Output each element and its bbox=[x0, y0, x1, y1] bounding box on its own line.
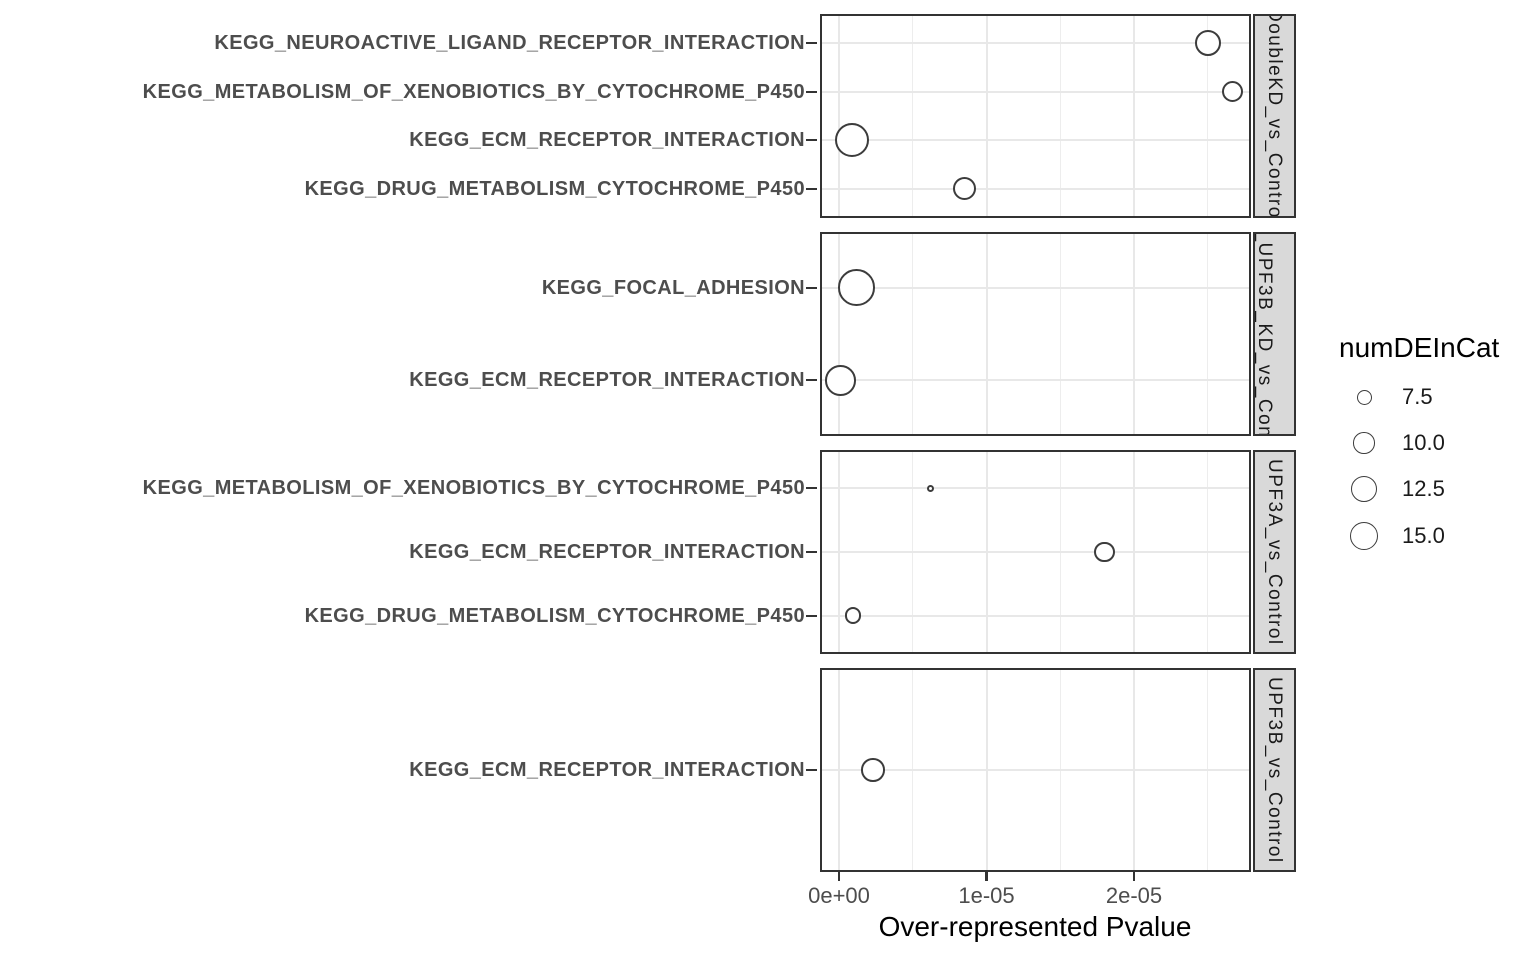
gridline-y-major bbox=[822, 139, 1249, 142]
size-legend-circle-icon bbox=[1356, 389, 1372, 405]
legend-item-label: 15.0 bbox=[1402, 523, 1445, 548]
gridline-y-major bbox=[822, 187, 1249, 190]
legend-item-label: 7.5 bbox=[1402, 384, 1433, 409]
gridline-x-major bbox=[985, 234, 988, 434]
y-axis-category-label: KEGG_NEUROACTIVE_LIGAND_RECEPTOR_INTERAC… bbox=[214, 32, 805, 55]
facet-panel-1 bbox=[820, 232, 1251, 436]
legend-item: 7.5 bbox=[1340, 375, 1530, 419]
facet-strip-label: UPF3A_vs_Control bbox=[1264, 458, 1285, 646]
legend-item-label: 12.5 bbox=[1402, 476, 1445, 501]
gridline-x-minor bbox=[1059, 16, 1061, 216]
x-axis-tick-label: 0e+00 bbox=[808, 883, 870, 908]
legend-marker-cell bbox=[1340, 521, 1388, 551]
legend-item: 12.5 bbox=[1340, 467, 1530, 511]
size-legend-circle-icon bbox=[1349, 521, 1379, 551]
data-point bbox=[926, 484, 935, 492]
x-axis-tick-label: 1e-05 bbox=[958, 883, 1015, 908]
y-axis-tick bbox=[806, 487, 817, 490]
y-axis-category-label: KEGG_METABOLISM_OF_XENOBIOTICS_BY_CYTOCH… bbox=[142, 80, 805, 103]
legend-title: numDEInCat bbox=[1339, 332, 1500, 363]
y-axis-tick bbox=[806, 90, 817, 93]
y-axis-category-label: KEGG_ECM_RECEPTOR_INTERACTION bbox=[409, 369, 805, 392]
facet-strip-label: DoubleKD_vs_Control bbox=[1264, 14, 1285, 218]
x-axis-tick bbox=[837, 872, 841, 881]
facet-strip-label: OE_UPF3B_KD_vs_Control bbox=[1254, 232, 1275, 436]
size-legend-circle-icon bbox=[1351, 476, 1377, 502]
gridline-y-major bbox=[822, 90, 1249, 93]
y-axis-category-label: KEGG_DRUG_METABOLISM_CYTOCHROME_P450 bbox=[304, 604, 805, 627]
x-axis-tick bbox=[1132, 872, 1136, 881]
data-point bbox=[835, 123, 870, 158]
y-axis-tick bbox=[806, 139, 817, 142]
y-axis-category-label: KEGG_ECM_RECEPTOR_INTERACTION bbox=[409, 759, 805, 781]
legend-marker-cell bbox=[1340, 389, 1388, 405]
facet-strip-0: DoubleKD_vs_Control bbox=[1253, 14, 1296, 218]
y-axis-tick bbox=[806, 550, 817, 554]
y-axis-tick bbox=[806, 379, 817, 382]
gridline-x-minor bbox=[1207, 16, 1209, 216]
facet-strip-2: UPF3A_vs_Control bbox=[1253, 450, 1296, 654]
legend-marker-cell bbox=[1340, 432, 1388, 454]
legend-item: 10.0 bbox=[1340, 421, 1530, 465]
data-point bbox=[1094, 541, 1115, 563]
data-point bbox=[952, 177, 976, 201]
y-axis-tick bbox=[806, 42, 817, 45]
gridline-x-minor bbox=[912, 234, 914, 434]
gridline-x-major bbox=[985, 16, 988, 216]
facet-panel-3 bbox=[820, 668, 1251, 872]
gridline-x-major bbox=[838, 16, 840, 216]
data-point bbox=[844, 607, 862, 625]
gridline-x-minor bbox=[1207, 234, 1209, 434]
data-point bbox=[825, 365, 856, 396]
gridline-x-major bbox=[838, 234, 840, 434]
data-point bbox=[1194, 30, 1221, 57]
gridline-y-major bbox=[822, 487, 1249, 490]
x-axis-tick-label: 2e-05 bbox=[1105, 883, 1163, 908]
gridline-x-minor bbox=[912, 16, 914, 216]
x-axis-tick bbox=[985, 872, 988, 881]
y-axis-category-label: KEGG_ECM_RECEPTOR_INTERACTION bbox=[409, 541, 805, 563]
y-axis-category-label: KEGG_ECM_RECEPTOR_INTERACTION bbox=[409, 129, 805, 152]
facet-strip-label: UPF3B_vs_Control bbox=[1264, 676, 1285, 864]
legend-item: 15.0 bbox=[1340, 514, 1530, 558]
legend-item-label: 10.0 bbox=[1402, 430, 1445, 455]
gridline-y-major bbox=[822, 614, 1249, 617]
data-point bbox=[838, 269, 875, 306]
gridline-y-major bbox=[822, 42, 1249, 45]
data-point bbox=[1222, 81, 1244, 103]
y-axis-tick bbox=[806, 768, 817, 772]
y-axis-category-label: KEGG_DRUG_METABOLISM_CYTOCHROME_P450 bbox=[304, 177, 805, 200]
y-axis-category-label: KEGG_METABOLISM_OF_XENOBIOTICS_BY_CYTOCH… bbox=[142, 477, 805, 500]
facet-panel-0 bbox=[820, 14, 1251, 218]
facet-panel-2 bbox=[820, 450, 1251, 654]
x-axis-title: Over-represented Pvalue bbox=[878, 911, 1192, 942]
gridline-y-major bbox=[822, 551, 1249, 553]
gridline-y-major bbox=[822, 379, 1249, 382]
legend-marker-cell bbox=[1340, 476, 1388, 502]
y-axis-category-label: KEGG_FOCAL_ADHESION bbox=[541, 276, 805, 299]
facet-strip-3: UPF3B_vs_Control bbox=[1253, 668, 1296, 872]
gridline-x-major bbox=[1133, 16, 1135, 216]
y-axis-tick bbox=[806, 614, 817, 617]
gridline-x-major bbox=[1133, 234, 1135, 434]
y-axis-tick bbox=[806, 286, 817, 289]
gridline-y-major bbox=[822, 286, 1249, 289]
size-legend-circle-icon bbox=[1353, 432, 1375, 454]
facet-strip-1: OE_UPF3B_KD_vs_Control bbox=[1253, 232, 1296, 436]
gridline-y-major bbox=[822, 769, 1249, 771]
y-axis-tick bbox=[806, 187, 817, 190]
gridline-x-minor bbox=[1059, 234, 1061, 434]
data-point bbox=[861, 758, 885, 782]
